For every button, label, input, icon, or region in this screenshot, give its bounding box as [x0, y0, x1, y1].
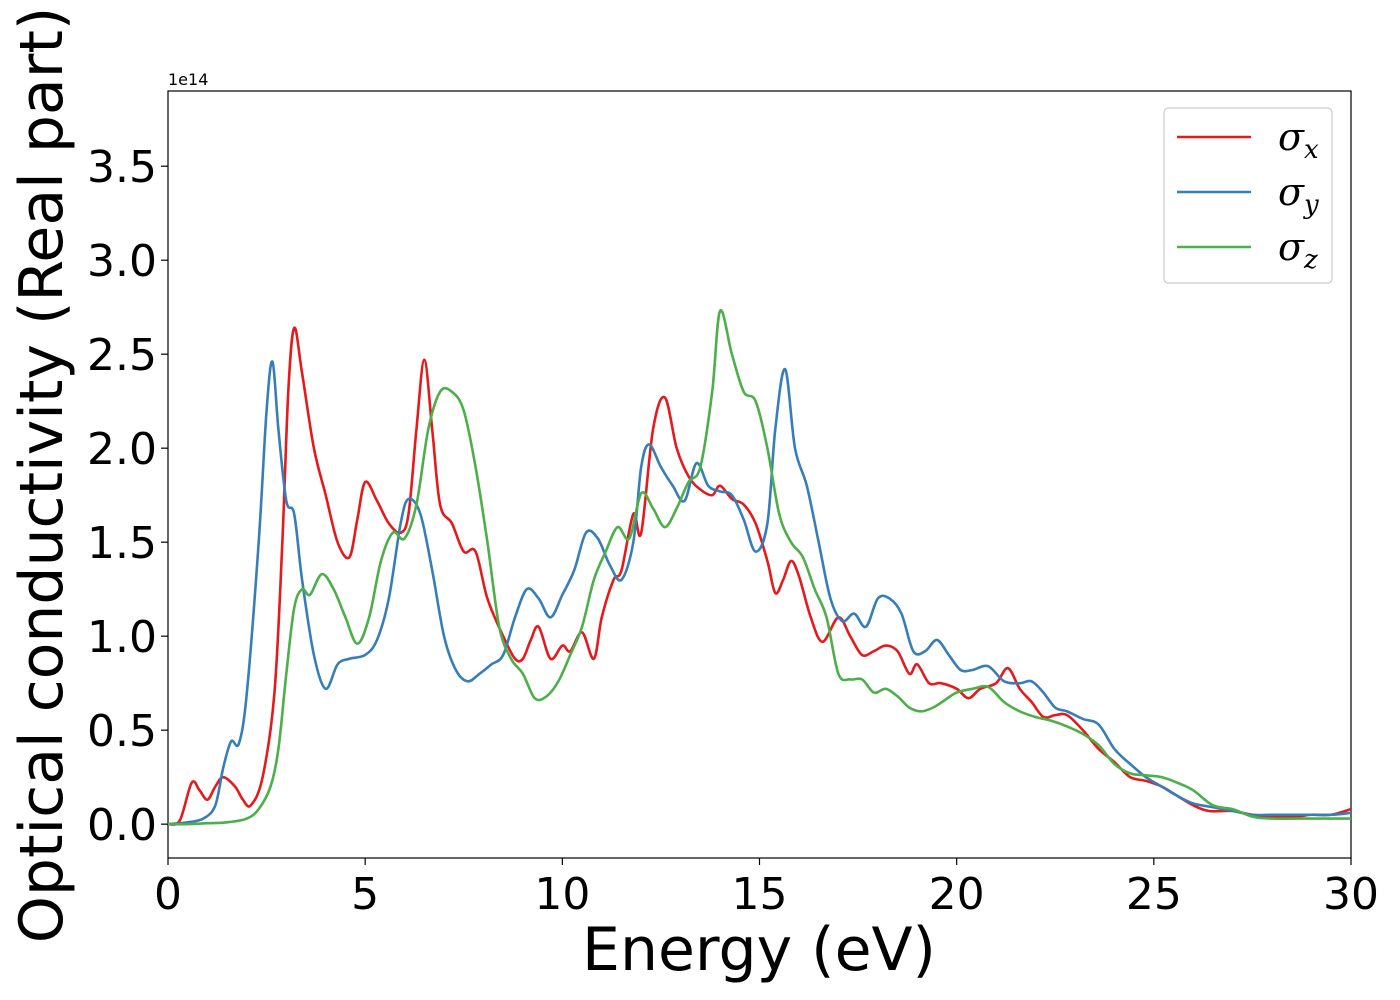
- x-tick-label: 0: [154, 869, 182, 920]
- series-line-z: [167, 309, 1351, 826]
- x-tick-label: 5: [351, 869, 379, 920]
- y-tick-label: 2.5: [87, 330, 157, 381]
- y-tick-label: 1.5: [87, 518, 157, 569]
- y-tick-label: 0.0: [87, 800, 157, 851]
- y-tick-label: 1.0: [87, 612, 157, 663]
- x-tick-label: 30: [1323, 869, 1379, 920]
- x-tick-label: 20: [929, 869, 985, 920]
- y-tick-label: 3.0: [87, 236, 157, 287]
- legend-subscript: x: [1304, 135, 1319, 165]
- x-axis: 0 5 10 15 20 25 30: [154, 858, 1379, 920]
- legend-label-y: σy: [1278, 170, 1319, 220]
- y-offset-text: 1e14: [168, 70, 208, 89]
- y-axis-title: Optical conductivity (Real part): [7, 7, 77, 944]
- x-tick-label: 15: [732, 869, 788, 920]
- x-tick-label: 10: [534, 869, 590, 920]
- x-tick-label: 25: [1126, 869, 1182, 920]
- y-tick-label: 0.5: [87, 706, 157, 757]
- data-lines: [167, 309, 1352, 826]
- series-line-x: [167, 326, 1352, 826]
- y-axis: 0.0 0.5 1.0 1.5 2.0 2.5 3.0 3.5: [87, 142, 168, 851]
- legend-subscript: z: [1303, 245, 1318, 275]
- legend-subscript: y: [1303, 190, 1319, 220]
- legend-frame: [1163, 107, 1333, 284]
- series-line-y: [167, 360, 1352, 826]
- plot-frame: [167, 90, 1352, 859]
- y-tick-label: 3.5: [87, 142, 157, 193]
- x-axis-title: Energy (eV): [582, 915, 936, 985]
- y-tick-label: 2.0: [87, 424, 157, 475]
